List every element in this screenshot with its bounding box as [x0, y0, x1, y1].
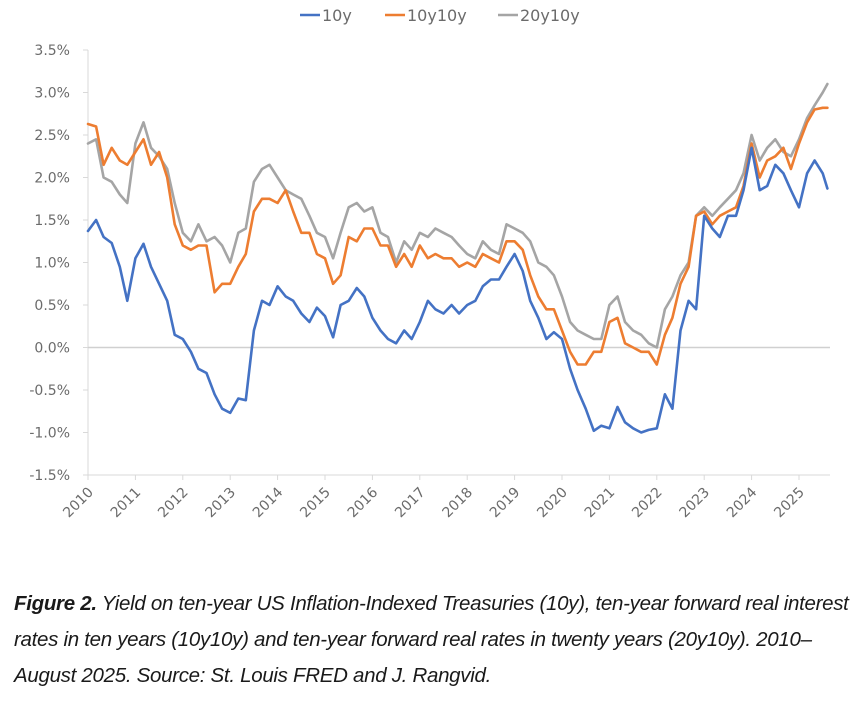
y-tick-label: 2.5% [34, 128, 70, 144]
y-tick-label: 1.0% [34, 256, 70, 272]
y-tick-label: 0.5% [34, 298, 70, 314]
y-tick-label: 1.5% [34, 213, 70, 229]
x-tick-label: 2012 [155, 485, 192, 522]
y-tick-label: 0.0% [34, 341, 70, 357]
x-tick-label: 2011 [108, 485, 145, 522]
x-tick-label: 2014 [250, 484, 287, 521]
x-tick-label: 2019 [487, 485, 524, 522]
figure-caption: Figure 2. Yield on ten-year US Inflation… [14, 586, 854, 694]
series-lines [86, 82, 829, 434]
legend: 10y 10y10y 20y10y [300, 6, 580, 25]
axes: 3.5% 3.0% 2.5% 2.0% 1.5% 1.0% 0.5% 0.0% -0.5% -1.… [29, 43, 830, 521]
x-tick-label: 2013 [203, 485, 240, 522]
x-tick-label: 2020 [534, 485, 571, 522]
x-tick-label: 2021 [582, 485, 619, 522]
legend-label-20y10y: 20y10y [520, 6, 580, 25]
y-tick-label: -0.5% [29, 383, 70, 399]
figure-label: Figure 2. [14, 592, 97, 615]
x-tick-label: 2017 [392, 485, 429, 522]
x-tick-label: 2024 [724, 484, 761, 521]
legend-label-10y10y: 10y10y [407, 6, 467, 25]
x-tick-label: 2025 [771, 485, 808, 522]
figure-caption-text: Yield on ten-year US Inflation-Indexed T… [14, 592, 849, 687]
x-tick-label: 2015 [297, 485, 334, 522]
legend-label-10y: 10y [322, 6, 352, 25]
series-line-10y10y [86, 106, 829, 366]
y-tick-label: -1.0% [29, 426, 70, 442]
x-tick-label: 2018 [440, 485, 477, 522]
x-tick-label: 2010 [60, 485, 97, 522]
y-tick-label: 3.0% [34, 86, 70, 102]
line-chart: 10y 10y10y 20y10y 3.5%3.0%2.5%2.0%1.5%1.0%… [29, 6, 830, 521]
x-tick-label: 2022 [629, 485, 666, 522]
series-line-10y [86, 146, 829, 434]
series-line-20y10y [86, 82, 829, 349]
x-tick-label: 2016 [345, 484, 382, 521]
y-tick-label: -1.5% [29, 468, 70, 484]
y-tick-label: 2.0% [34, 171, 70, 187]
x-tick-label: 2023 [677, 485, 714, 522]
y-tick-label: 3.5% [34, 43, 70, 59]
